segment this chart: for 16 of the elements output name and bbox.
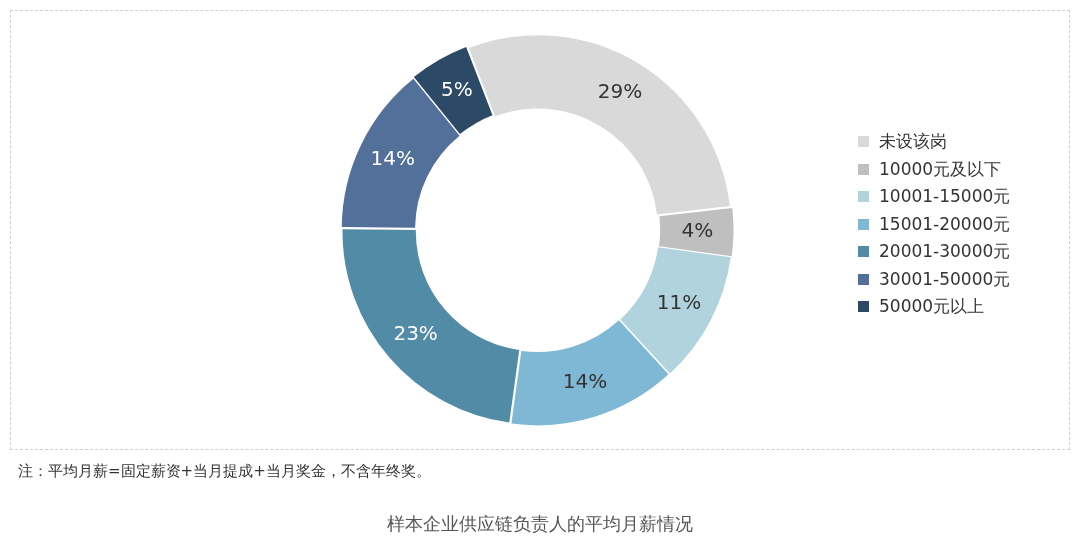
data-label: 14%	[370, 146, 415, 171]
legend-label: 30001-50000元	[879, 267, 1011, 291]
legend-label: 未设该岗	[879, 130, 947, 153]
data-label: 23%	[393, 320, 438, 345]
legend-label: 20001-30000元	[879, 240, 1011, 263]
text: 样本企业供应链负责人的平均月薪情况	[386, 512, 694, 536]
data-label: 5%	[440, 77, 473, 102]
data-label: 14%	[562, 369, 608, 394]
legend-label: 10001-15000元	[879, 185, 1011, 208]
legend-label: 10000元及以下	[879, 157, 1002, 181]
data-label: 4%	[681, 217, 714, 242]
legend-label: 15001-20000元	[879, 212, 1011, 236]
data-label: 11%	[656, 290, 702, 315]
text: 注：平均月薪=固定薪资+当月提成+当月奖金，不含年终奖。	[18, 462, 431, 481]
data-label: 29%	[597, 79, 643, 104]
legend-label: 50000元以上	[879, 295, 985, 318]
